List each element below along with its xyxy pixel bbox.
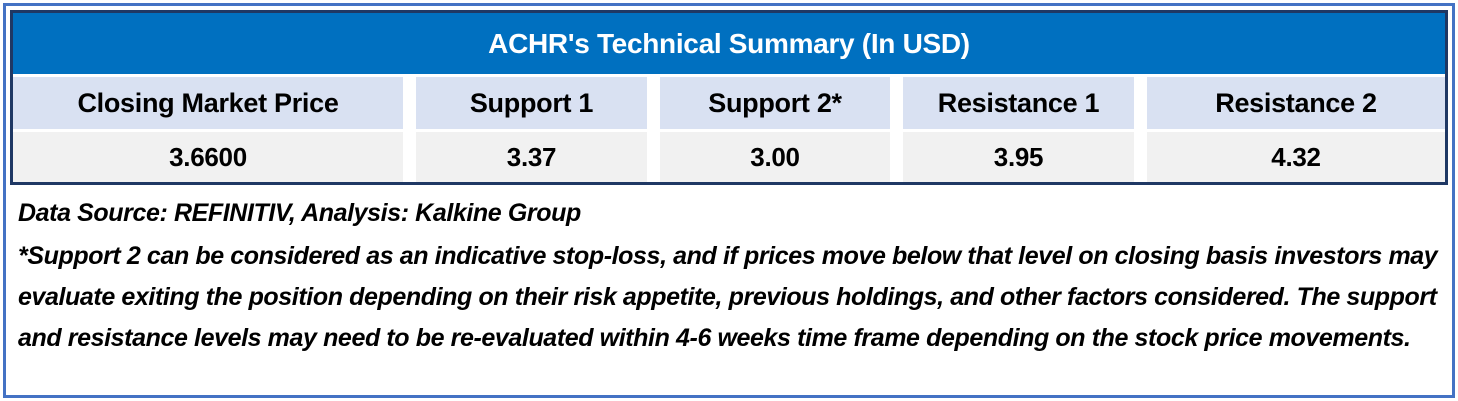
notes-section: Data Source: REFINITIV, Analysis: Kalkin… (10, 185, 1448, 359)
value-cell-support-2: 3.00 (660, 132, 890, 182)
table-value-row: 3.6600 3.37 3.00 3.95 4.32 (13, 132, 1445, 182)
header-cell-resistance-2: Resistance 2 (1147, 77, 1445, 129)
header-cell-support-2: Support 2* (660, 77, 890, 129)
disclaimer-text: *Support 2 can be considered as an indic… (18, 242, 1438, 352)
value-cell-support-1: 3.37 (416, 132, 647, 182)
row-separator (13, 74, 1445, 77)
table-title: ACHR's Technical Summary (In USD) (13, 13, 1445, 74)
header-cell-resistance-1: Resistance 1 (903, 77, 1134, 129)
data-source-line: Data Source: REFINITIV, Analysis: Kalkin… (18, 199, 581, 227)
value-cell-resistance-2: 4.32 (1147, 132, 1445, 182)
header-cell-support-1: Support 1 (416, 77, 647, 129)
value-cell-resistance-1: 3.95 (903, 132, 1134, 182)
value-cell-closing-market-price: 3.6600 (13, 132, 403, 182)
technical-summary-table: ACHR's Technical Summary (In USD) Closin… (10, 10, 1448, 185)
row-separator (13, 129, 1445, 132)
header-cell-closing-market-price: Closing Market Price (13, 77, 403, 129)
table-header-row: Closing Market Price Support 1 Support 2… (13, 77, 1445, 129)
outer-frame: ACHR's Technical Summary (In USD) Closin… (3, 3, 1455, 398)
